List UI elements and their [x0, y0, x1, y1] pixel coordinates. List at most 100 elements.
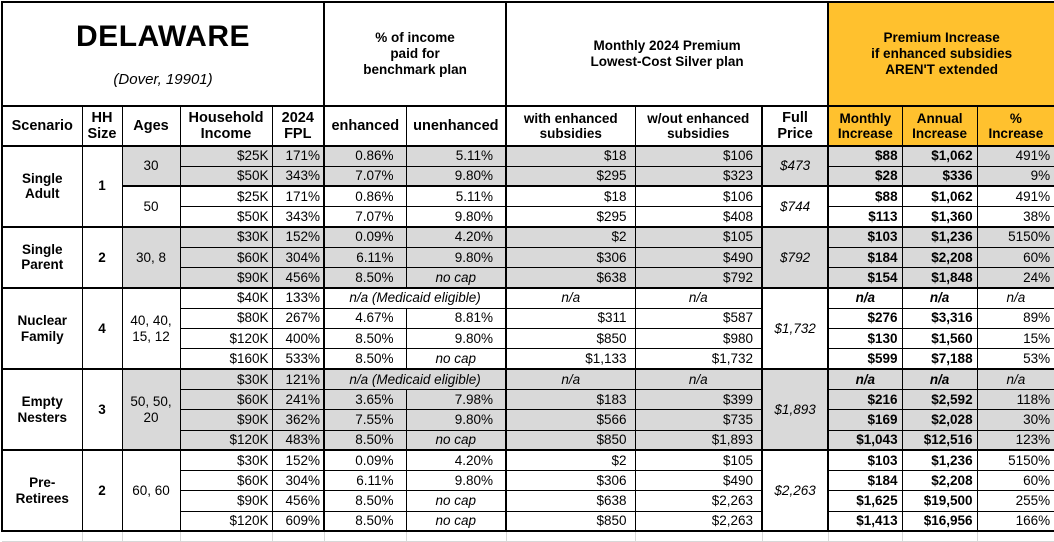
col-header-ages: Ages	[121, 105, 181, 147]
cell-monthly-increase: $169	[827, 409, 903, 431]
table-row: $90K 456% 8.50% no cap $638 $792 $154 $1…	[2, 267, 1054, 289]
cell-income: $25K	[179, 185, 273, 208]
cell-pct-increase: 123%	[976, 429, 1054, 451]
cell-hh-size: 4	[81, 286, 123, 370]
cell-enhanced: 0.09%	[323, 226, 407, 248]
cell-unenhanced: no cap	[405, 490, 507, 512]
cell-income: $120K	[179, 429, 273, 451]
cell-ages: 60, 60	[121, 449, 181, 532]
cell-annual-increase: $1,062	[901, 185, 978, 208]
cell-unenhanced: 4.20%	[405, 226, 507, 248]
cell-with-subsidies: $306	[505, 246, 636, 269]
col-header-with-subsidies: with enhanced subsidies	[505, 105, 636, 147]
cell-annual-increase: $336	[901, 165, 978, 187]
cell-fpl: 304%	[271, 470, 325, 492]
cell-income: $120K	[179, 510, 273, 532]
cell-income: $90K	[179, 267, 273, 289]
cell-pct-increase: 60%	[976, 470, 1054, 492]
table-row: $50K 343% 7.07% 9.80% $295 $323 $28 $336…	[2, 165, 1054, 187]
cell-fpl: 152%	[271, 226, 325, 248]
cell-unenhanced: no cap	[405, 510, 507, 532]
cell-pct-increase: 53%	[976, 348, 1054, 370]
cell-unenhanced: no cap	[405, 348, 507, 370]
cell-without-subsidies: $1,893	[634, 429, 763, 451]
col-header-fpl: 2024 FPL	[271, 105, 325, 147]
cell-with-subsidies: $850	[505, 429, 636, 451]
cell-scenario: Single Parent	[1, 226, 83, 289]
cell-with-subsidies: $306	[505, 470, 636, 492]
cell-without-subsidies: $399	[634, 388, 763, 411]
cell-fpl: 456%	[271, 267, 325, 289]
cell-hh-size: 2	[81, 226, 123, 289]
cell-monthly-increase: $103	[827, 226, 903, 248]
cell-unenhanced: 9.80%	[405, 165, 507, 187]
cell-pct-increase: 491%	[976, 145, 1054, 167]
cell-monthly-increase: $1,043	[827, 429, 903, 451]
cell-enhanced: 7.07%	[323, 206, 407, 228]
cell-annual-increase: $2,208	[901, 470, 978, 492]
cell-monthly-increase: $276	[827, 307, 903, 330]
cell-with-subsidies: n/a	[505, 286, 636, 309]
cell-without-subsidies: $106	[634, 185, 763, 208]
cell-monthly-increase: $184	[827, 470, 903, 492]
cell-with-subsidies: $2	[505, 226, 636, 248]
cell-annual-increase: $1,236	[901, 226, 978, 248]
cell-enhanced: 0.86%	[323, 145, 407, 167]
cell-ages: 30, 8	[121, 226, 181, 289]
cell-monthly-increase: $184	[827, 246, 903, 269]
cell-fpl: 304%	[271, 246, 325, 269]
cell-income: $60K	[179, 470, 273, 492]
cell-fpl: 400%	[271, 328, 325, 350]
cell-hh-size: 3	[81, 368, 123, 451]
cell-pct-increase: n/a	[976, 286, 1054, 309]
cell-with-subsidies: $295	[505, 206, 636, 228]
table-row: Empty Nesters 3 50, 50, 20 $30K 121% n/a…	[1, 368, 1054, 451]
cell-scenario: Empty Nesters	[1, 368, 83, 451]
group-header-benchmark: % of income paid for benchmark plan	[323, 1, 507, 107]
col-header-annual-increase: Annual Increase	[901, 105, 978, 147]
cell-monthly-increase: $88	[827, 185, 903, 208]
cell-ages: 50, 50, 20	[121, 368, 181, 451]
cell-monthly-increase: $1,625	[827, 490, 903, 512]
col-header-full-price: Full Price	[761, 105, 829, 147]
cell-enhanced: 6.11%	[323, 470, 407, 492]
cell-annual-increase: n/a	[901, 368, 978, 390]
cell-annual-increase: $1,062	[901, 145, 978, 167]
cell-enhanced: 8.50%	[323, 490, 407, 512]
cell-unenhanced: 5.11%	[405, 145, 507, 167]
col-header-enhanced: enhanced	[323, 105, 407, 147]
cell-pct-increase: n/a	[976, 368, 1054, 390]
cell-fpl: 152%	[271, 449, 325, 472]
cell-pct-increase: 24%	[976, 267, 1054, 289]
cell-income: $30K	[179, 449, 273, 472]
state-subtitle: (Dover, 19901)	[113, 71, 213, 89]
cell-fpl: 171%	[271, 185, 325, 208]
cell-annual-increase: $19,500	[901, 490, 978, 512]
cell-enhanced: 8.50%	[323, 328, 407, 350]
cell-with-subsidies: $2	[505, 449, 636, 472]
cell-income: $120K	[179, 328, 273, 350]
cell-monthly-increase: $216	[827, 388, 903, 411]
table-row: $90K 456% 8.50% no cap $638 $2,263 $1,62…	[2, 490, 1054, 512]
cell-annual-increase: $1,236	[901, 449, 978, 472]
table-row: Nuclear Family 4 40, 40, 15, 12 $40K 133…	[1, 286, 1054, 370]
table-row: $160K 533% 8.50% no cap $1,133 $1,732 $5…	[2, 348, 1054, 370]
cell-without-subsidies: $2,263	[634, 490, 763, 512]
cell-income: $60K	[179, 388, 273, 411]
cell-unenhanced: 9.80%	[405, 470, 507, 492]
cell-pct-increase: 9%	[976, 165, 1054, 187]
cell-monthly-increase: $103	[827, 449, 903, 472]
cell-enhanced: 3.65%	[323, 388, 407, 411]
cell-enhanced: 8.50%	[323, 267, 407, 289]
cell-annual-increase: $1,848	[901, 267, 978, 289]
cell-pct-increase: 60%	[976, 246, 1054, 269]
cell-monthly-increase: $113	[827, 206, 903, 228]
cell-without-subsidies: $1,732	[634, 348, 763, 370]
cell-unenhanced: no cap	[405, 267, 507, 289]
cell-with-subsidies: $1,133	[505, 348, 636, 370]
cell-annual-increase: $12,516	[901, 429, 978, 451]
cell-unenhanced: no cap	[405, 429, 507, 451]
cell-annual-increase: $3,316	[901, 307, 978, 330]
cell-fpl: 533%	[271, 348, 325, 370]
